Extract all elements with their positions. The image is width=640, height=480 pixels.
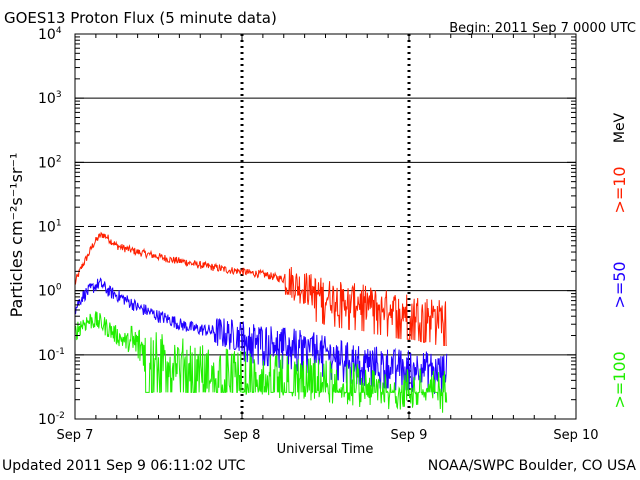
legend-entry: >=50	[610, 261, 629, 308]
y-tick-exponent: 0	[56, 283, 62, 293]
series-line	[74, 311, 448, 413]
series-line	[74, 277, 448, 395]
y-tick-exponent: -2	[56, 411, 65, 421]
legend-entry: >=100	[610, 351, 629, 408]
y-tick-base: 10	[38, 155, 56, 171]
legend-entry: >=10	[610, 166, 629, 213]
x-tick-label: Sep 10	[553, 428, 598, 443]
grid-lines	[75, 34, 576, 419]
updated-timestamp: Updated 2011 Sep 9 06:11:02 UTC	[2, 458, 246, 474]
series-line	[74, 231, 447, 346]
x-axis-label: Universal Time	[277, 442, 374, 457]
y-tick-exponent: 1	[56, 219, 62, 229]
y-tick-label: 100	[38, 283, 62, 300]
y-tick-label: 103	[38, 90, 62, 107]
legend-unit-mev: MeV	[612, 112, 628, 143]
y-tick-exponent: -1	[56, 347, 65, 357]
y-axis-label: Particles cm⁻²s⁻¹sr⁻¹	[7, 153, 26, 318]
begin-label: Begin: 2011 Sep 7 0000 UTC	[449, 21, 636, 36]
y-tick-exponent: 3	[56, 90, 62, 100]
energy-legend: MeV >=10 >=50 >=100	[610, 112, 629, 408]
source-credit: NOAA/SWPC Boulder, CO USA	[427, 458, 636, 474]
x-axis-ticks: Sep 7 Sep 8 Sep 9 Sep 10	[57, 34, 599, 443]
y-tick-label: 104	[38, 26, 62, 43]
y-tick-label: 10-1	[38, 347, 65, 364]
y-tick-label: 102	[38, 154, 62, 171]
x-tick-label: Sep 9	[391, 428, 428, 443]
y-tick-base: 10	[38, 412, 56, 428]
chart-title: GOES13 Proton Flux (5 minute data)	[4, 9, 277, 27]
y-tick-base: 10	[38, 220, 56, 236]
y-tick-base: 10	[38, 284, 56, 300]
y-tick-base: 10	[38, 91, 56, 107]
x-tick-label: Sep 7	[57, 428, 94, 443]
y-tick-exponent: 4	[56, 26, 62, 36]
series-layer	[74, 231, 448, 413]
y-tick-base: 10	[38, 27, 56, 43]
y-tick-base: 10	[38, 348, 56, 364]
y-tick-label: 10-2	[38, 411, 65, 428]
y-tick-exponent: 2	[56, 154, 62, 164]
x-tick-label: Sep 8	[224, 428, 261, 443]
y-tick-label: 101	[38, 219, 62, 236]
